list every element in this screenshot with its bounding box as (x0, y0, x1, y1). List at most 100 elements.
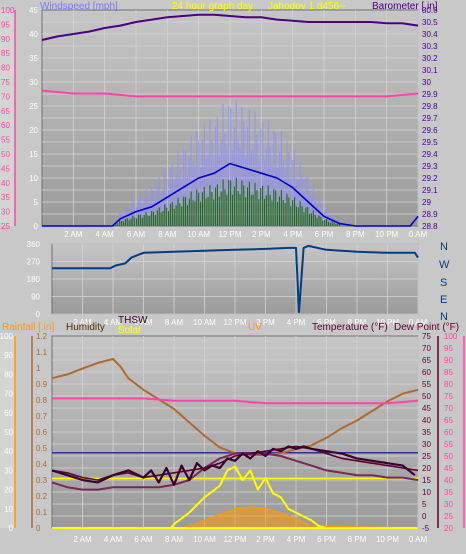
temperature-tick-label: 50 (422, 392, 431, 401)
far-right-tick-label: 40 (444, 476, 453, 485)
temperature-tick-label: 20 (422, 464, 431, 473)
windspeed-tick-label: 35 (29, 54, 38, 63)
far-right-tick-label: 25 (444, 512, 453, 521)
far-left-tick-label: 80 (1, 64, 10, 73)
far-left-tick-label: 45 (1, 164, 10, 173)
panel-wind-dir-x-tick-label: 12 PM (223, 318, 246, 327)
far-left-tick-label: 35 (1, 193, 10, 202)
barometer-tick-label: 30.5 (422, 18, 438, 27)
panel-bottom-x-tick-label: 0 AM (409, 535, 428, 544)
rain-tick-label: 10 (4, 505, 13, 514)
panel-top-x-tick-label: 8 PM (346, 230, 365, 239)
far-left-tick-label: 30 (1, 208, 10, 217)
far-right-tick-label: 95 (444, 344, 453, 353)
windspeed-tick-label: 40 (29, 30, 38, 39)
windspeed-tick-label: 5 (34, 198, 39, 207)
humidity-scale-tick-label: 0.7 (36, 412, 48, 421)
wind-direction-tick-label: 180 (27, 275, 41, 284)
temperature-tick-label: 45 (422, 404, 431, 413)
far-left-tick-label: 40 (1, 179, 10, 188)
barometer-tick-label: 30.6 (422, 6, 438, 15)
rain-tick-label: 100 (0, 332, 14, 341)
barometer-tick-label: 30.1 (422, 66, 438, 75)
chart-title-station: Jahodov 1 d456-- (268, 1, 346, 12)
barometer-tick-label: 29.3 (422, 162, 438, 171)
rain-tick-label: 30 (4, 466, 13, 475)
far-left-tick-label: 65 (1, 107, 10, 116)
solar-line (52, 465, 418, 529)
temperature-tick-label: 25 (422, 452, 431, 461)
rain-tick-label: 50 (4, 428, 13, 437)
wind-direction-tick-label: 360 (27, 240, 41, 249)
windspeed-axis-label: Windspeed [mph] (40, 1, 118, 12)
humidity-axis-label: Humidity (66, 322, 105, 333)
rain-tick-label: 0 (9, 524, 14, 533)
humidity-scale-tick-label: 0.5 (36, 444, 48, 453)
windspeed-tick-label: 30 (29, 78, 38, 87)
far-left-tick-label: 25 (1, 222, 10, 231)
humidity-line-top (41, 89, 419, 98)
far-right-tick-label: 70 (444, 404, 453, 413)
panel-bottom-x-tick-label: 6 PM (317, 535, 336, 544)
panel-bottom-x-tick-label: 4 PM (287, 535, 306, 544)
far-right-tick-label: 55 (444, 440, 453, 449)
humidity-scale-tick-label: 1.2 (36, 332, 48, 341)
windspeed-tick-label: 10 (29, 174, 38, 183)
barometer-tick-label: 28.9 (422, 210, 438, 219)
panel-bottom-plot (51, 335, 419, 529)
temperature-tick-label: 10 (422, 488, 431, 497)
humidity-scale-tick-label: 1.1 (36, 348, 48, 357)
barometer-tick-label: 29.6 (422, 126, 438, 135)
rain-tick-label: 90 (4, 351, 13, 360)
temperature-tick-label: -5 (422, 524, 430, 533)
temperature-tick-label: 15 (422, 476, 431, 485)
humidity-scale-tick-label: 0.6 (36, 428, 48, 437)
far-left-tick-label: 85 (1, 49, 10, 58)
temperature-tick-label: 0 (422, 512, 427, 521)
far-right-tick-label: 85 (444, 368, 453, 377)
barometer-tick-label: 30.3 (422, 42, 438, 51)
panel-wind-dir-x-tick-label: 6 PM (317, 318, 336, 327)
wind-direction-tick-label: 90 (31, 293, 40, 302)
far-left-tick-label: 60 (1, 121, 10, 130)
wind-direction-tick-label: 0 (36, 310, 41, 319)
panel-wind-dir-x-tick-label: 2 AM (73, 318, 92, 327)
far-left-tick-label: 55 (1, 136, 10, 145)
compass-label-w: W (439, 259, 450, 271)
chart-title: 24 hour graph day (172, 1, 253, 12)
wind-direction-tick-label: 270 (27, 258, 41, 267)
barometer-line (41, 13, 419, 41)
thsw-axis-label: THSW (118, 315, 148, 326)
barometer-tick-label: 29.4 (422, 150, 438, 159)
compass-label-s: S (440, 277, 447, 289)
far-right-tick-label: 75 (444, 392, 453, 401)
panel-wind-dir-x-tick-label: 10 AM (193, 318, 216, 327)
solar-axis-label: Solar (118, 325, 142, 336)
barometer-tick-label: 29 (422, 198, 431, 207)
panel-top-x-tick-label: 0 AM (409, 230, 428, 239)
rain-tick-label: 80 (4, 370, 13, 379)
far-left-tick-label: 90 (1, 35, 10, 44)
compass-label-n-top: N (440, 241, 448, 253)
panel-bottom-x-tick-label: 6 AM (134, 535, 153, 544)
panel-top-x-tick-label: 2 PM (252, 230, 271, 239)
rain-scale-strip (0, 336, 15, 528)
panel-wind-dir-x-tick-label: 4 PM (287, 318, 306, 327)
temperature-tick-label: 70 (422, 344, 431, 353)
rain-tick-label: 60 (4, 409, 13, 418)
wind-direction-line (52, 244, 419, 314)
far-right-tick-label: 30 (444, 500, 453, 509)
humidity-scale-tick-label: 1 (36, 364, 41, 373)
rainfall-axis-label: Rainfall [.in] (2, 322, 54, 333)
panel-wind-dir-x-tick-label: 2 PM (256, 318, 275, 327)
panel-bottom-x-tick-label: 10 AM (193, 535, 216, 544)
uv-line (52, 506, 419, 529)
panel-bottom-x-tick-label: 2 AM (73, 535, 92, 544)
far-right-tick-label: 20 (444, 524, 453, 533)
far-right-tick-label: 50 (444, 452, 453, 461)
compass-label-n-bottom: N (440, 311, 448, 323)
uv-axis-label: UV (248, 322, 262, 333)
windspeed-tick-label: 0 (34, 222, 39, 231)
panel-wind-dir-x-tick-label: 8 PM (348, 318, 367, 327)
windspeed-tick-label: 25 (29, 102, 38, 111)
